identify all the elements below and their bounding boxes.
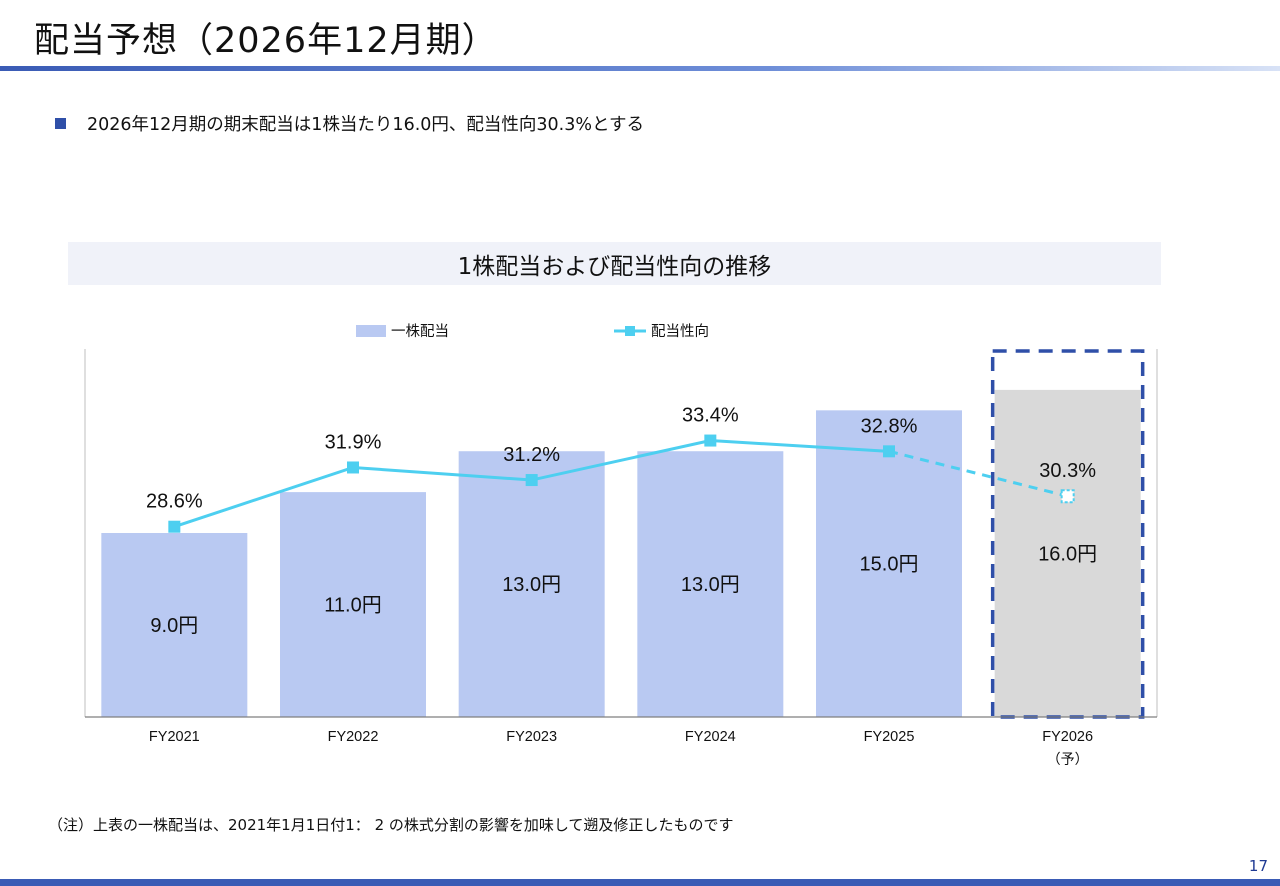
bar-label-fy2026: 16.0円 [1038,543,1097,565]
payout-marker-fy2023 [525,474,538,487]
payout-label-fy2024: 33.4% [682,405,739,427]
bar-fy2021 [101,533,248,717]
payout-marker-fy2022 [347,461,359,474]
forecast-highlight-frame [990,349,1145,719]
legend-bar-swatch [356,325,386,337]
payout-label-fy2026: 30.3% [1039,460,1096,482]
x-tick-sublabel-fy2026: （予） [1047,751,1089,767]
page-title: 配当予想（2026年12月期） [34,21,498,61]
footer-bar [0,879,1280,886]
summary-text: 2026年12月期の期末配当は1株当たり16.0円、配当性向30.3%とする [87,115,644,135]
bar-fy2024 [637,451,784,717]
x-tick-label-fy2026: FY2026 [1042,729,1093,745]
chart-title: 1株配当および配当性向の推移 [457,254,772,280]
bar-fy2026 [994,389,1141,717]
payout-marker-fy2026 [1060,489,1075,504]
payout-marker-fy2024 [704,434,717,447]
footnote: （注）上表の一株配当は、2021年1月1日付1： 2 の株式分割の影響を加味して… [48,816,734,834]
legend-line-label: 配当性向 [651,323,709,340]
payout-label-fy2022: 31.9% [325,431,382,453]
summary-bullet: 2026年12月期の期末配当は1株当たり16.0円、配当性向30.3%とする [55,111,644,136]
bar-label-fy2025: 15.0円 [860,554,919,576]
bar-fy2022 [280,492,426,717]
bar-fy2023 [458,451,605,717]
x-tick-label-fy2022: FY2022 [328,729,379,745]
legend-bar-label: 一株配当 [391,323,449,340]
bar-label-fy2022: 11.0円 [324,595,381,617]
chart-title-bar: 1株配当および配当性向の推移 [68,242,1161,285]
x-tick-label-fy2024: FY2024 [685,729,736,745]
x-tick-label-fy2025: FY2025 [864,729,915,745]
bar-label-fy2024: 13.0円 [681,574,740,596]
payout-label-fy2023: 31.2% [503,444,560,466]
bar-fy2025 [816,410,962,717]
page-number: 17 [1248,857,1268,875]
payout-marker-fy2025 [883,445,895,458]
x-tick-label-fy2021: FY2021 [149,729,200,745]
bar-label-fy2021: 9.0円 [150,615,198,637]
payout-label-fy2021: 28.6% [146,491,203,513]
bar-label-fy2023: 13.0円 [502,574,561,596]
legend-line-marker [625,326,635,336]
payout-label-fy2025: 32.8% [861,415,918,437]
payout-marker-fy2021 [168,520,181,533]
x-tick-label-fy2023: FY2023 [506,729,557,745]
title-underline [0,66,1280,71]
bullet-square-icon [55,118,66,129]
